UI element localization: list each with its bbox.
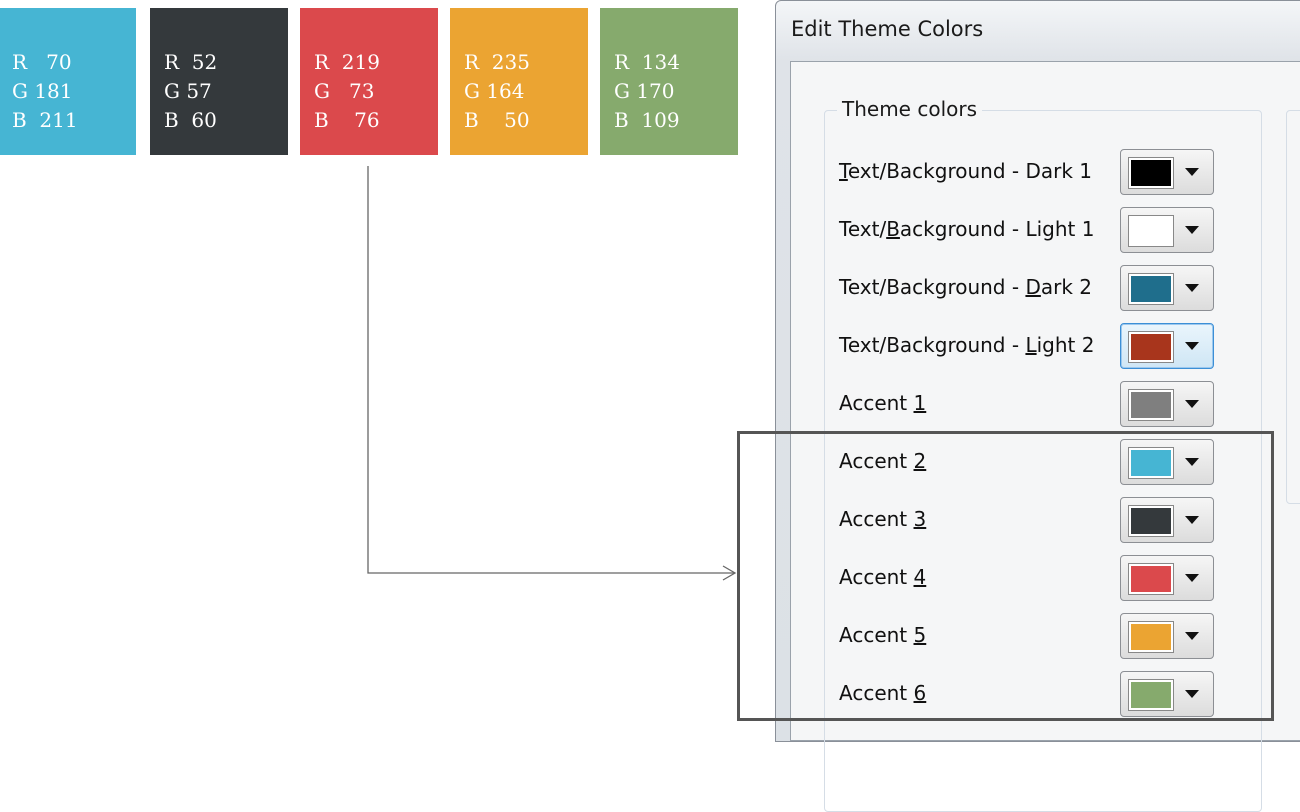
- color-chip: [1128, 447, 1174, 479]
- dropdown-arrow-icon: [1185, 690, 1199, 698]
- red-value: R 52: [164, 50, 218, 74]
- color-label: Text/Background - Light 1: [839, 217, 1095, 241]
- color-chip: [1128, 563, 1174, 595]
- color-chip: [1128, 389, 1174, 421]
- color-picker-button[interactable]: [1120, 207, 1214, 253]
- color-label: Accent 1: [839, 391, 927, 415]
- color-chip: [1128, 273, 1174, 305]
- dropdown-arrow-icon: [1185, 168, 1199, 176]
- dialog-body: Theme colors: [790, 61, 1300, 812]
- theme-colors-group: Theme colors: [824, 97, 1262, 812]
- color-chip: [1128, 157, 1174, 189]
- color-chip: [1128, 505, 1174, 537]
- color-label: Accent 3: [839, 507, 927, 531]
- color-picker-button[interactable]: [1120, 497, 1214, 543]
- dropdown-arrow-icon: [1185, 226, 1199, 234]
- red-value: R 235: [464, 50, 530, 74]
- green-value: G 57: [164, 79, 212, 103]
- accent-highlight-box: [737, 431, 1274, 721]
- green-value: G 170: [614, 79, 675, 103]
- dialog-title: Edit Theme Colors: [791, 17, 984, 41]
- theme-color-row: Text/Background - Light 1: [839, 207, 1219, 253]
- dropdown-arrow-icon: [1185, 400, 1199, 408]
- theme-color-row: Accent 6: [839, 671, 1219, 717]
- color-label: Accent 6: [839, 681, 927, 705]
- color-picker-button[interactable]: [1120, 613, 1214, 659]
- theme-color-row: Text/Background - Dark 2: [839, 265, 1219, 311]
- dropdown-arrow-icon: [1185, 632, 1199, 640]
- dropdown-arrow-icon: [1185, 342, 1199, 350]
- blue-value: B 60: [164, 108, 217, 132]
- sample-group: [1286, 110, 1300, 504]
- color-chip: [1128, 621, 1174, 653]
- red-value: R 134: [614, 50, 680, 74]
- color-label: Accent 2: [839, 449, 927, 473]
- theme-color-row: Text/Background - Light 2: [839, 323, 1219, 369]
- green-value: G 164: [464, 79, 525, 103]
- green-value: G 181: [12, 79, 73, 103]
- color-chip: [1128, 331, 1174, 363]
- color-picker-button[interactable]: [1120, 149, 1214, 195]
- color-label: Text/Background - Light 2: [839, 333, 1095, 357]
- theme-color-row: Accent 2: [839, 439, 1219, 485]
- color-picker-button[interactable]: [1120, 555, 1214, 601]
- color-swatch: R 134 G 170 B 109: [600, 8, 738, 155]
- dropdown-arrow-icon: [1185, 284, 1199, 292]
- color-picker-button[interactable]: [1120, 439, 1214, 485]
- color-label: Text/Background - Dark 2: [839, 275, 1092, 299]
- color-label: Text/Background - Dark 1: [839, 159, 1092, 183]
- theme-color-row: Accent 4: [839, 555, 1219, 601]
- blue-value: B 109: [614, 108, 680, 132]
- connector-arrow: [367, 166, 737, 581]
- red-value: R 219: [314, 50, 380, 74]
- color-picker-button[interactable]: [1120, 323, 1214, 369]
- blue-value: B 76: [314, 108, 380, 132]
- red-value: R 70: [12, 50, 72, 74]
- blue-value: B 211: [12, 108, 78, 132]
- edit-theme-colors-dialog: Edit Theme Colors Theme colors Text/Back…: [775, 0, 1300, 812]
- theme-color-row: Accent 3: [839, 497, 1219, 543]
- blue-value: B 50: [464, 108, 530, 132]
- color-swatch: R 52 G 57 B 60: [150, 8, 288, 155]
- color-swatch: R 235 G 164 B 50: [450, 8, 588, 155]
- color-swatch: R 70 G 181 B 211: [0, 8, 136, 155]
- dropdown-arrow-icon: [1185, 574, 1199, 582]
- color-label: Accent 4: [839, 565, 927, 589]
- color-picker-button[interactable]: [1120, 265, 1214, 311]
- dropdown-arrow-icon: [1185, 516, 1199, 524]
- color-label: Accent 5: [839, 623, 927, 647]
- dropdown-arrow-icon: [1185, 458, 1199, 466]
- group-label: Theme colors: [837, 97, 983, 121]
- color-picker-button[interactable]: [1120, 671, 1214, 717]
- color-swatch: R 219 G 73 B 76: [300, 8, 438, 155]
- color-chip: [1128, 215, 1174, 247]
- color-picker-button[interactable]: [1120, 381, 1214, 427]
- theme-color-row: Accent 5: [839, 613, 1219, 659]
- color-chip: [1128, 679, 1174, 711]
- theme-color-row: Text/Background - Dark 1: [839, 149, 1219, 195]
- green-value: G 73: [314, 79, 375, 103]
- theme-color-row: Accent 1: [839, 381, 1219, 427]
